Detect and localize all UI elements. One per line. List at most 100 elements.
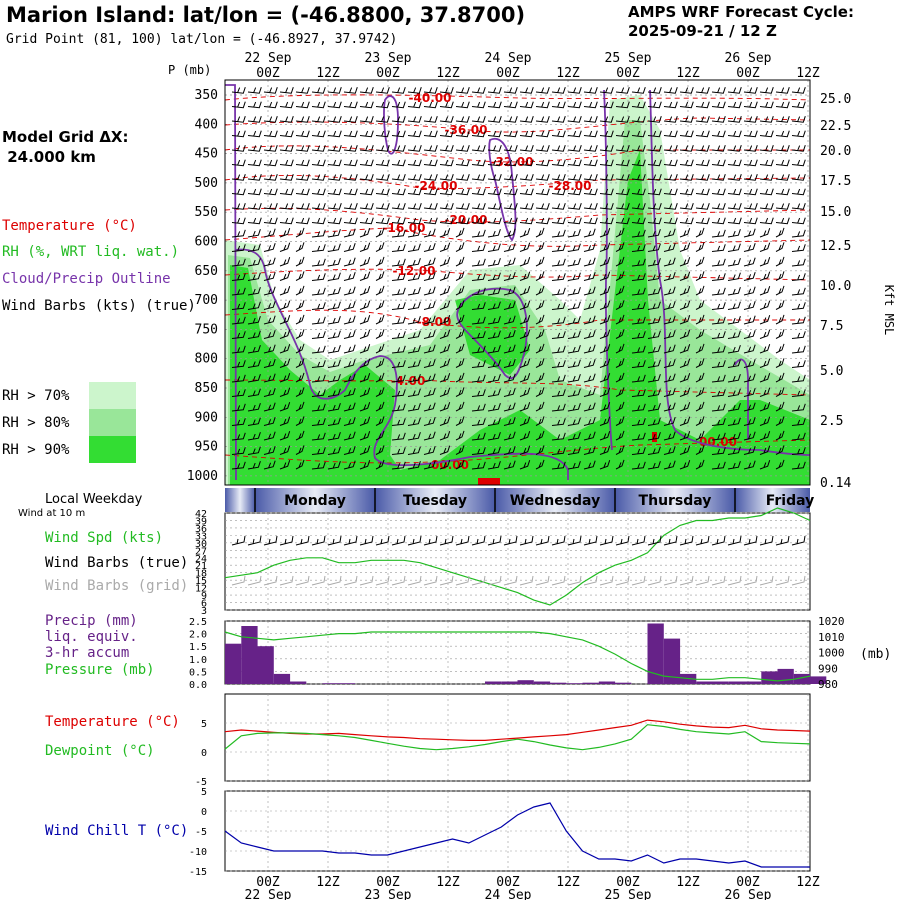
- wind-barb: [679, 344, 691, 354]
- wind-barb: [263, 217, 278, 225]
- pressure-tick-label: 500: [195, 176, 218, 191]
- surface-wind-barb: [599, 535, 614, 546]
- wind-barb: [295, 416, 305, 426]
- wind-barb: [391, 101, 406, 109]
- wind-barb: [439, 101, 454, 109]
- wind-barb: [503, 101, 518, 109]
- wind-barb: [711, 432, 726, 441]
- wind-barb: [327, 101, 342, 109]
- wind-barb: [519, 159, 534, 167]
- wind-speed-panel-tick-label: 12: [195, 584, 207, 595]
- wind-barb: [471, 244, 486, 252]
- wind-barb: [551, 203, 566, 210]
- wind-barb: [231, 461, 246, 470]
- wind-barb: [487, 159, 502, 167]
- wind-barb: [583, 402, 596, 412]
- wind-barb: [423, 344, 436, 354]
- wind-barb: [279, 145, 294, 152]
- wind-barb: [711, 316, 726, 325]
- wind-barb: [311, 188, 326, 196]
- wind-barb: [679, 130, 694, 138]
- wind-barb: [551, 229, 566, 238]
- wind-barb: [407, 301, 421, 310]
- wind-barb: [759, 101, 774, 109]
- wind-barb: [775, 174, 790, 181]
- wind-barb: [487, 174, 502, 181]
- wind-barb: [535, 130, 550, 138]
- wind-barb: [359, 271, 371, 281]
- wind-barb: [711, 360, 726, 368]
- wind-barb: [759, 145, 774, 152]
- wind-barb: [359, 188, 374, 196]
- wind-barb: [583, 359, 596, 368]
- wind-barb: [615, 87, 630, 94]
- date-label-bottom: 26 Sep: [725, 888, 772, 900]
- wind-barb: [567, 203, 582, 210]
- wind-barb: [503, 188, 518, 196]
- wind-barb: [727, 345, 741, 354]
- wind-barb: [375, 358, 385, 368]
- wind-barb: [583, 286, 596, 296]
- wind-barb: [487, 258, 501, 267]
- precip-panel-tick-label: 0.0: [189, 680, 207, 691]
- wind-barb: [743, 417, 756, 426]
- wind-barb: [711, 188, 726, 196]
- wind-barb: [295, 227, 305, 238]
- wind-barb: [343, 116, 358, 123]
- wind-barb: [759, 358, 771, 368]
- wind-barb: [343, 301, 356, 310]
- wind-barb: [439, 286, 451, 296]
- wind-barb: [775, 387, 785, 397]
- wind-barb: [743, 330, 756, 339]
- wind-barb: [519, 188, 534, 196]
- wind-barb: [455, 343, 465, 354]
- wind-barb: [471, 374, 486, 383]
- wind-barb: [663, 130, 678, 138]
- wind-barb: [615, 401, 625, 412]
- wind-barb: [583, 145, 598, 152]
- surface-wind-barb: [423, 535, 438, 546]
- wind-barb: [631, 87, 646, 94]
- wind-barb: [599, 315, 611, 325]
- wind-barb: [343, 330, 356, 339]
- wind-barb: [327, 174, 342, 181]
- time-tick-label-bottom: 12Z: [556, 875, 580, 890]
- wind-barb: [727, 287, 741, 296]
- wind-barb: [263, 431, 276, 441]
- wind-barb: [711, 217, 726, 225]
- wind-barb: [487, 374, 501, 383]
- wind-barb: [263, 460, 276, 470]
- wind-barb: [599, 101, 614, 109]
- surface-wind-barb: [263, 535, 278, 546]
- wind-barb: [391, 159, 406, 167]
- wind-barb: [391, 244, 406, 252]
- wind-barb: [583, 203, 598, 210]
- time-tick-label-top: 12Z: [316, 66, 340, 81]
- wind-barb: [743, 243, 756, 252]
- wind-speed-panel-tick-label: 42: [195, 509, 207, 520]
- wind-barb: [647, 188, 662, 196]
- wind-barb: [791, 403, 806, 412]
- wind-barb: [615, 314, 625, 325]
- wind-barb: [695, 358, 705, 368]
- wind-barb: [727, 272, 741, 281]
- wind-barb: [375, 87, 390, 94]
- wind-barb: [679, 116, 694, 123]
- wind-barb: [391, 203, 406, 210]
- wind-barb: [551, 174, 566, 181]
- wind-barb: [487, 243, 501, 252]
- wind-barb: [567, 432, 581, 441]
- wind-barb: [439, 87, 454, 94]
- wind-barb: [583, 431, 596, 441]
- wind-barb: [535, 256, 545, 267]
- wind-barb: [519, 271, 531, 281]
- wind-barb: [567, 461, 581, 470]
- wind-barb: [231, 345, 246, 354]
- wind-barb: [631, 418, 646, 426]
- wind-barb: [711, 174, 726, 181]
- wind-barb: [375, 372, 385, 383]
- wind-barb: [247, 188, 262, 196]
- wind-barb: [391, 116, 406, 123]
- wind-barb: [791, 145, 806, 152]
- wind-barb: [615, 445, 625, 455]
